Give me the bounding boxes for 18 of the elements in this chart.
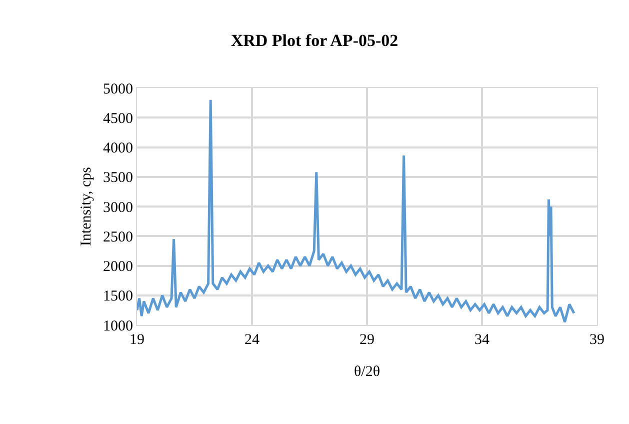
y-tick-label: 3000 bbox=[103, 200, 133, 216]
y-tick-label: 4500 bbox=[103, 110, 133, 127]
y-tick-label: 4000 bbox=[103, 140, 133, 156]
y-tick-label: 2500 bbox=[103, 229, 133, 246]
y-tick-label: 3500 bbox=[103, 170, 133, 186]
line-series bbox=[137, 98, 576, 324]
y-tick-label: 5000 bbox=[103, 81, 133, 98]
y-tick-label: 2000 bbox=[103, 259, 133, 275]
x-tick-label: 19 bbox=[130, 332, 144, 348]
x-axis-title: θ/2θ bbox=[354, 364, 380, 380]
x-tick-label: 24 bbox=[244, 332, 260, 348]
x-tick-label: 39 bbox=[590, 332, 604, 348]
x-tick-label: 29 bbox=[360, 332, 374, 348]
y-tick-label: 1500 bbox=[103, 288, 133, 305]
chart-title: XRD Plot for AP-05-02 bbox=[230, 30, 398, 50]
y-axis-title: Intensity, cps bbox=[78, 166, 94, 246]
x-tick-label: 34 bbox=[474, 332, 490, 348]
y-tick-label: 1000 bbox=[103, 318, 133, 334]
